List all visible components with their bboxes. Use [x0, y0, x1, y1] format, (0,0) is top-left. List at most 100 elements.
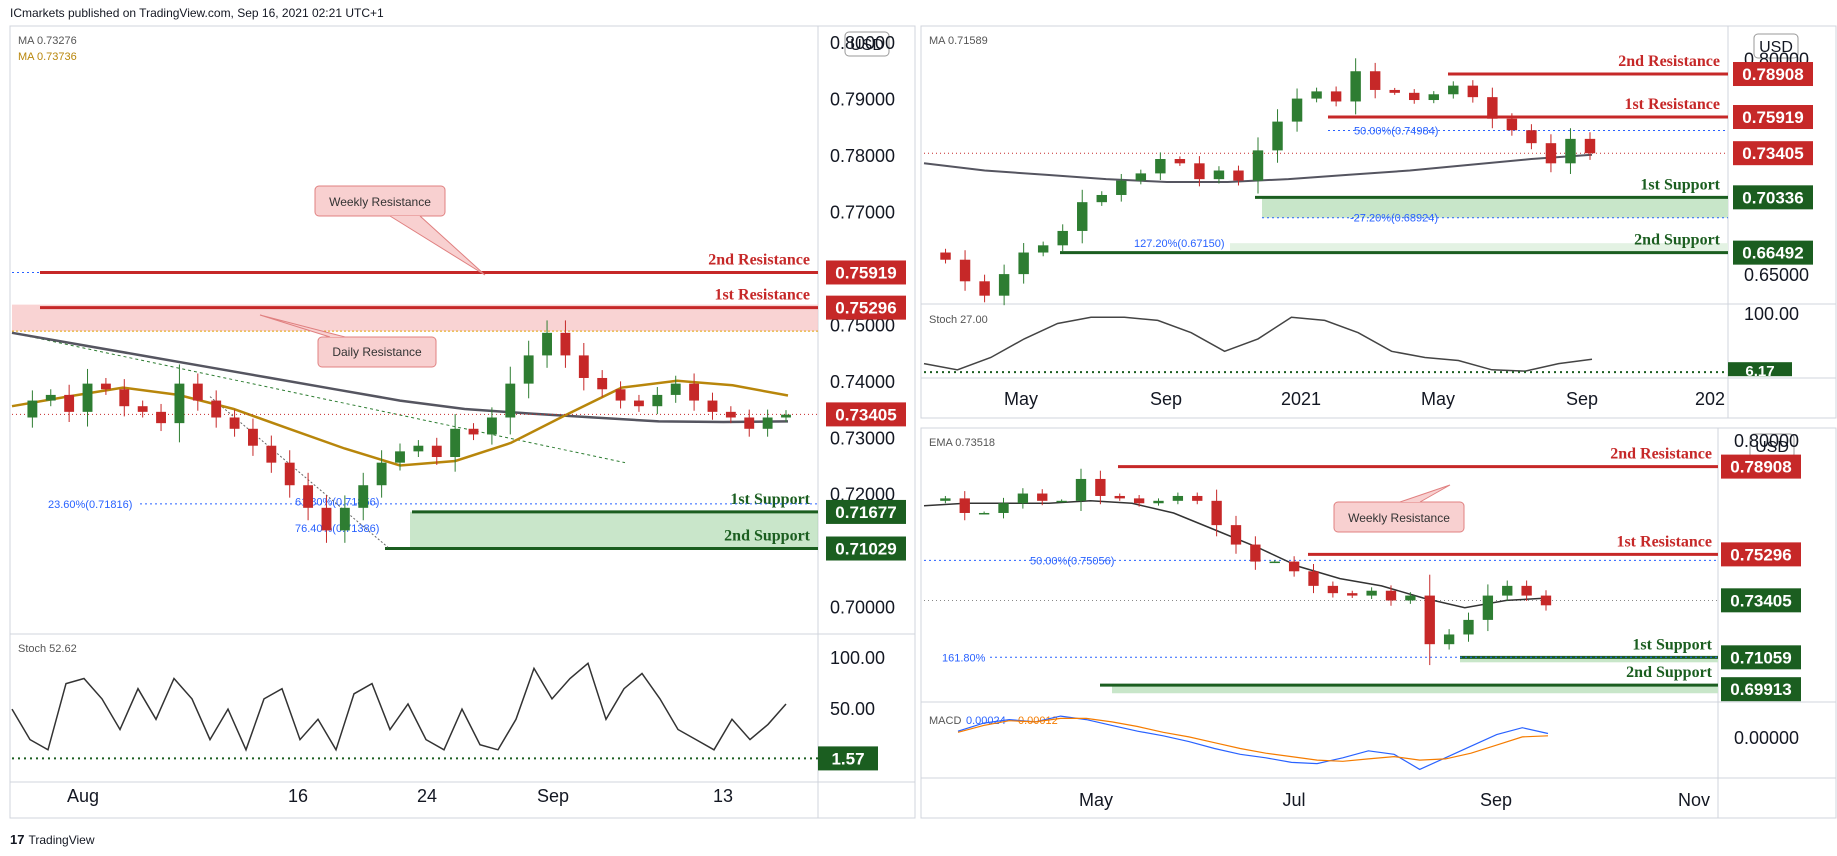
- weekly-candle: [1213, 170, 1225, 180]
- daily-y-tick: 0.72000: [830, 485, 895, 505]
- daily-candle: [615, 389, 626, 401]
- h4-candle: [1037, 493, 1048, 501]
- daily-daily-callout: Daily Resistance: [332, 345, 422, 359]
- h4-candle: [1075, 478, 1087, 501]
- daily-frame: [9, 25, 916, 819]
- h4-ema-label: EMA 0.73518: [929, 437, 995, 449]
- daily-y-tick: 0.78000: [830, 146, 895, 166]
- daily-weekly-callout-box: [314, 185, 446, 217]
- daily-candle: [100, 383, 111, 390]
- daily-price-label: 0.75296: [835, 299, 896, 318]
- weekly-candle: [1350, 71, 1361, 102]
- h4-y-tick: 0.80000: [1734, 431, 1799, 451]
- daily-price-label-bg: [826, 260, 906, 285]
- daily-x-tick: Sep: [537, 786, 569, 806]
- weekly-price-label-bg: [1733, 240, 1813, 265]
- weekly-support-zone: [1262, 197, 1728, 218]
- h4-macd-tick: 0.00000: [1734, 728, 1799, 748]
- weekly-candle: [1311, 91, 1322, 99]
- weekly-x-tick: 2021: [1281, 389, 1321, 409]
- daily-ma2-label: MA 0.73736: [18, 51, 77, 63]
- daily-price-label: 0.71677: [835, 503, 896, 522]
- daily-candle: [303, 485, 314, 508]
- weekly-candle: [1252, 150, 1264, 181]
- h4-candle: [1540, 595, 1552, 606]
- daily-candle: [431, 445, 442, 458]
- daily-price-label-bg: [826, 402, 906, 427]
- h4-weekly-callout-box: [1333, 501, 1465, 533]
- h4-macd-name: MACD: [929, 715, 961, 727]
- weekly-x-tick: May: [1421, 389, 1455, 409]
- weekly-fib-label: -27.20%(0.68924): [1350, 213, 1438, 225]
- daily-candle: [119, 389, 130, 407]
- daily-candle: [523, 355, 534, 384]
- h4-candle: [1521, 585, 1532, 596]
- weekly-candle: [1096, 194, 1107, 203]
- weekly-candle: [1545, 143, 1557, 164]
- weekly-candle: [1057, 230, 1068, 246]
- h4-fib-label: 50.00%(0.75056): [1030, 555, 1114, 567]
- daily-candle: [156, 411, 166, 424]
- daily-x-tick: Aug: [67, 786, 99, 806]
- weekly-candle: [1155, 159, 1166, 174]
- h4-candle: [1250, 544, 1261, 562]
- h4-candle: [1502, 585, 1513, 596]
- daily-price-label-bg: [826, 295, 906, 320]
- weekly-level-label: 2nd Support: [1634, 232, 1720, 249]
- h4-price-label: 0.75296: [1730, 545, 1791, 564]
- h4-candle: [1308, 571, 1319, 586]
- h4-x-tick: Sep: [1480, 790, 1512, 810]
- daily-ma-dark-line: [11, 331, 789, 424]
- daily-candle: [542, 332, 552, 356]
- weekly-candle: [1037, 245, 1049, 253]
- daily-stoch-line: [11, 662, 787, 752]
- daily-candle: [652, 394, 663, 407]
- weekly-candle: [1467, 85, 1479, 98]
- tradingview-logo-icon[interactable]: 17: [10, 832, 25, 847]
- daily-y-tick: 0.74000: [830, 372, 895, 392]
- daily-stoch-label: Stoch 52.62: [18, 643, 77, 655]
- daily-y-tick: 0.77000: [830, 202, 895, 222]
- h4-candle: [1230, 525, 1242, 545]
- h4-candle: [1385, 590, 1397, 601]
- daily-candle: [707, 400, 718, 412]
- weekly-support-zone-2: [1230, 243, 1728, 253]
- h4-price-label: 0.78908: [1730, 458, 1791, 477]
- daily-candle: [174, 383, 185, 424]
- h4-level-label: 2nd Resistance: [1610, 446, 1712, 463]
- h4-price-label: 0.73405: [1730, 591, 1791, 610]
- daily-currency: USD: [850, 37, 884, 54]
- h4-level-label: 1st Support: [1632, 636, 1712, 653]
- daily-candle: [248, 428, 258, 446]
- h4-candle: [1192, 495, 1203, 501]
- daily-candle: [486, 417, 497, 435]
- h4-candle: [1133, 498, 1145, 504]
- weekly-price-label-bg: [1733, 141, 1813, 166]
- h4-candle: [998, 503, 1009, 513]
- daily-x-tick: 13: [713, 786, 733, 806]
- weekly-candle: [1448, 85, 1459, 95]
- h4-price-label-bg: [1721, 677, 1801, 702]
- daily-stoch-tick: 100.00: [830, 648, 885, 668]
- weekly-level-label: 1st Support: [1640, 176, 1720, 193]
- weekly-candle: [1409, 92, 1420, 101]
- daily-price-label-bg: [826, 499, 906, 524]
- h4-macd-line: [957, 715, 1549, 771]
- daily-price-label-bg: [826, 536, 906, 561]
- weekly-price-label-bg: [1733, 105, 1813, 130]
- weekly-x-tick: Sep: [1150, 389, 1182, 409]
- h4-candle: [1172, 495, 1184, 501]
- publish-header: ICmarkets published on TradingView.com, …: [10, 6, 384, 20]
- daily-x-tick: 16: [288, 786, 308, 806]
- h4-candle: [959, 498, 970, 513]
- daily-y-tick: 0.80000: [830, 33, 895, 53]
- weekly-x-tick: 202: [1695, 389, 1725, 409]
- weekly-candle: [998, 274, 1010, 296]
- daily-candle: [762, 417, 773, 429]
- weekly-stoch-label: Stoch 27.00: [929, 314, 988, 326]
- daily-candle: [64, 394, 75, 412]
- weekly-price-label: 0.78908: [1742, 65, 1803, 84]
- weekly-candle: [1077, 202, 1088, 231]
- weekly-candle: [1369, 71, 1381, 90]
- daily-candle: [266, 445, 277, 463]
